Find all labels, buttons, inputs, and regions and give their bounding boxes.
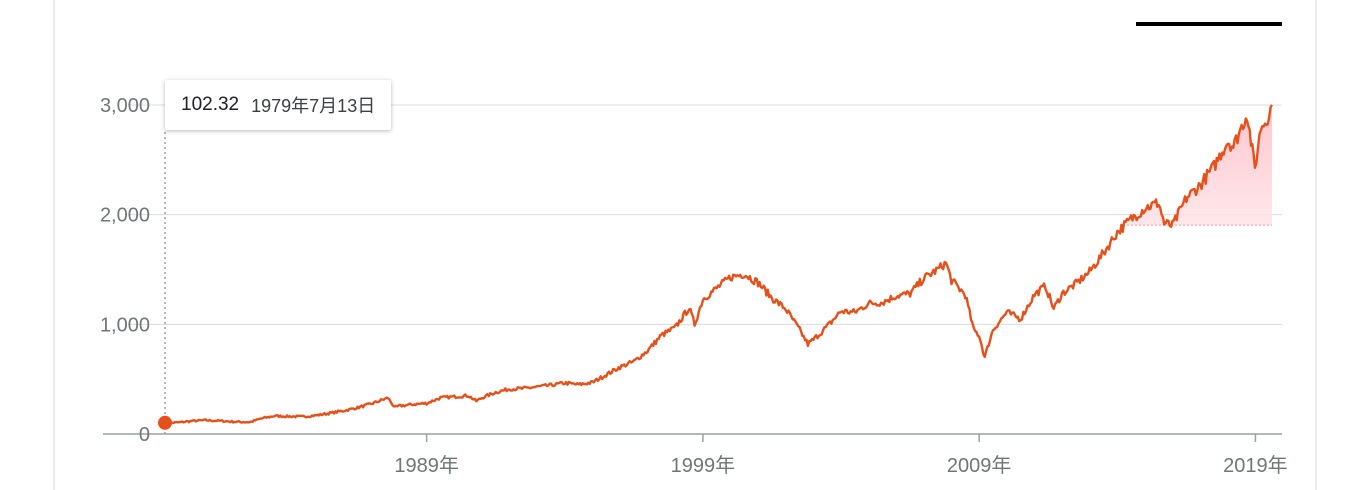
area-above-reference	[1127, 105, 1272, 226]
y-tick-label: 2,000	[100, 205, 150, 227]
y-tick-label: 0	[139, 424, 150, 446]
tooltip-date: 1979年7月13日	[251, 96, 376, 116]
grid-lines	[128, 104, 1282, 325]
area-fill	[1126, 105, 1272, 226]
y-tick-label: 1,000	[100, 314, 150, 336]
cursor-point	[158, 415, 172, 430]
panel-left-border	[53, 0, 55, 490]
hover-cursor	[158, 132, 172, 434]
y-axis-labels: 0 1,000 2,000 3,000	[100, 95, 150, 446]
series-line	[164, 104, 1273, 425]
x-tick-label: 1999年	[671, 454, 736, 477]
x-axis-labels: 1989年 1999年 2009年 2019年	[394, 454, 1287, 477]
series-path	[164, 104, 1273, 425]
panel-right-border	[1315, 0, 1317, 490]
y-tick-label: 3,000	[100, 95, 150, 117]
x-axis	[103, 433, 1282, 442]
range-indicator[interactable]	[1136, 22, 1282, 26]
x-tick-label: 2019年	[1223, 454, 1288, 477]
tooltip-value: 102.32	[181, 94, 240, 115]
x-tick-label: 2009年	[947, 454, 1012, 477]
hover-tooltip: 102.32 1979年7月13日	[165, 80, 392, 130]
x-tick-label: 1989年	[394, 454, 459, 477]
